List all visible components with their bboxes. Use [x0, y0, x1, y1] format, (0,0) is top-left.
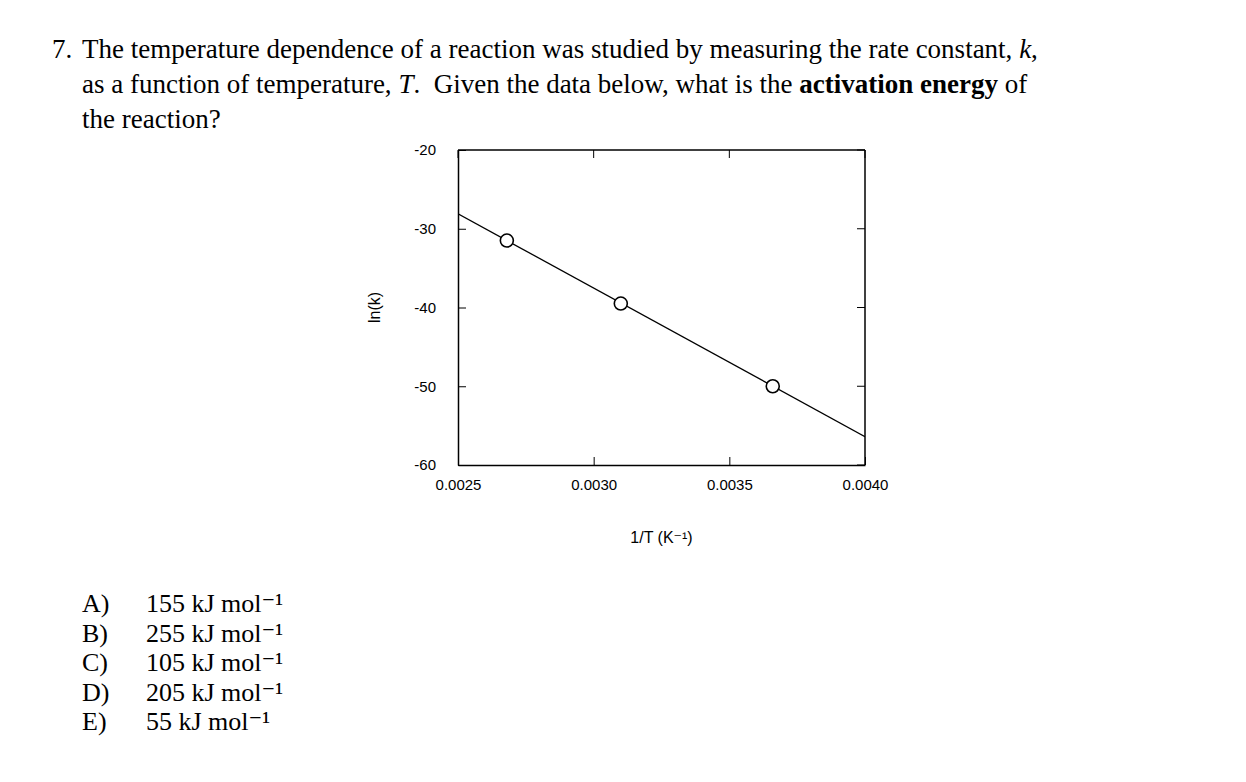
- plot-marks: [458, 214, 865, 437]
- y-tick-mark: [458, 308, 466, 309]
- page: 7. The temperature dependence of a reacti…: [0, 0, 1246, 782]
- frame-top: [458, 149, 865, 151]
- question-segment: ,: [1031, 34, 1038, 64]
- y-tick: -30: [414, 220, 466, 237]
- y-tick: -60: [414, 456, 466, 473]
- question-segment: . Given the data below, what is the: [413, 69, 799, 99]
- x-tick: 0.0035: [707, 457, 753, 493]
- x-tick: 0.0030: [571, 457, 617, 493]
- data-point: [614, 297, 627, 310]
- x-tick-label: 0.0030: [571, 476, 617, 493]
- y-axis: -60 -50 -40 -30 -20: [414, 141, 466, 473]
- x-axis-title: 1/T (K⁻¹): [630, 529, 692, 546]
- answer-choice: E) 55 kJ mol⁻¹: [82, 707, 270, 736]
- y-tick-mark-right: [857, 307, 865, 308]
- y-tick-label: -50: [414, 378, 436, 395]
- y-tick-label: -60: [414, 456, 436, 473]
- question-line: the reaction?: [82, 104, 221, 134]
- choice-label: B): [82, 619, 108, 648]
- y-tick-mark-right: [857, 228, 865, 229]
- data-point: [766, 380, 779, 393]
- question-line: as a function of temperature, T. Given t…: [82, 69, 1027, 99]
- x-tick-mark-top: [865, 150, 866, 158]
- choice-label: D): [82, 678, 109, 707]
- question-segment: activation energy: [799, 69, 998, 99]
- answer-choice: C) 105 kJ mol⁻¹: [82, 648, 283, 677]
- y-tick-mark-right: [857, 386, 865, 387]
- y-tick-label: -30: [414, 220, 436, 237]
- choice-label: C): [82, 648, 108, 677]
- question-segment: of: [998, 69, 1027, 99]
- data-point: [500, 234, 513, 247]
- x-tick-mark-top: [458, 150, 459, 158]
- choice-text: 55 kJ mol⁻¹: [146, 707, 270, 736]
- question-segment: as a function of temperature,: [82, 69, 398, 99]
- x-tick-label: 0.0035: [707, 476, 753, 493]
- x-tick-label: 0.0040: [843, 476, 889, 493]
- x-tick-label: 0.0025: [436, 476, 482, 493]
- y-tick-label: -40: [414, 299, 436, 316]
- y-tick-mark: [458, 386, 466, 387]
- choice-label: A): [82, 589, 109, 618]
- y-axis-title: ln(k): [366, 292, 383, 323]
- choice-text: 155 kJ mol⁻¹: [146, 589, 283, 618]
- x-tick-mark-top: [593, 150, 594, 158]
- choice-text: 255 kJ mol⁻¹: [146, 619, 283, 648]
- x-axis-line: [459, 465, 866, 467]
- y-tick-mark-right: [857, 465, 865, 466]
- answer-choice: A) 155 kJ mol⁻¹: [82, 589, 283, 618]
- y-tick: -40: [414, 299, 466, 316]
- choice-text: 205 kJ mol⁻¹: [146, 678, 283, 707]
- question-line: The temperature dependence of a reaction…: [82, 34, 1038, 64]
- x-tick-mark: [594, 457, 595, 465]
- answer-choice: D) 205 kJ mol⁻¹: [82, 678, 283, 707]
- y-tick: -50: [414, 378, 466, 395]
- x-tick-mark: [729, 457, 730, 465]
- x-tick-mark-top: [729, 150, 730, 158]
- question-segment: The temperature dependence of a reaction…: [82, 34, 1019, 64]
- y-tick-mark: [458, 465, 466, 466]
- fit-line: [458, 214, 865, 437]
- question-number: 7.: [52, 34, 72, 64]
- chart: 0.0025 0.0030 0.0035 0.0040 -60 -50 -40 -30 -20 1…: [366, 141, 888, 546]
- answer-choice: B) 255 kJ mol⁻¹: [82, 619, 283, 648]
- choice-text: 105 kJ mol⁻¹: [146, 648, 283, 677]
- y-tick-mark: [458, 229, 466, 230]
- question-segment: the reaction?: [82, 104, 221, 134]
- y-tick-label: -20: [414, 141, 436, 158]
- choice-label: E): [82, 707, 107, 736]
- y-tick-mark-right: [857, 150, 865, 151]
- x-axis: 0.0025 0.0030 0.0035 0.0040: [436, 457, 889, 493]
